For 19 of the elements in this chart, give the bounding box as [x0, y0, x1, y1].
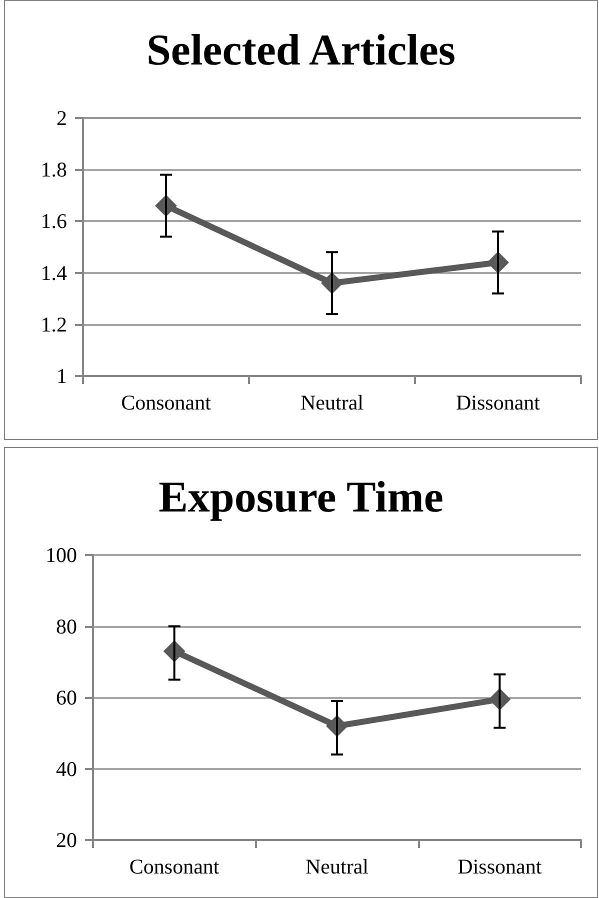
y-tick-label: 2	[56, 106, 67, 130]
y-tick-label: 1.2	[40, 312, 67, 336]
y-tick-label: 20	[56, 828, 77, 852]
x-tick-label: Dissonant	[456, 390, 540, 414]
x-tick-label: Consonant	[121, 390, 212, 414]
y-tick-label: 1.4	[40, 260, 68, 285]
y-tick-label: 40	[56, 756, 77, 781]
x-tick-label: Consonant	[129, 854, 220, 878]
y-tick-label: 100	[46, 543, 77, 567]
y-tick-label: 80	[56, 614, 77, 638]
chart-title: Exposure Time	[158, 472, 444, 522]
x-tick-label: Neutral	[300, 390, 364, 414]
y-tick-label: 60	[56, 686, 77, 710]
x-tick-label: Neutral	[306, 854, 369, 878]
y-tick-label: 1	[56, 364, 67, 388]
x-tick-label: Dissonant	[458, 854, 542, 878]
y-tick-label: 1.6	[40, 209, 67, 234]
chart-title: Selected Articles	[146, 26, 456, 74]
y-tick-label: 1.8	[40, 158, 67, 182]
